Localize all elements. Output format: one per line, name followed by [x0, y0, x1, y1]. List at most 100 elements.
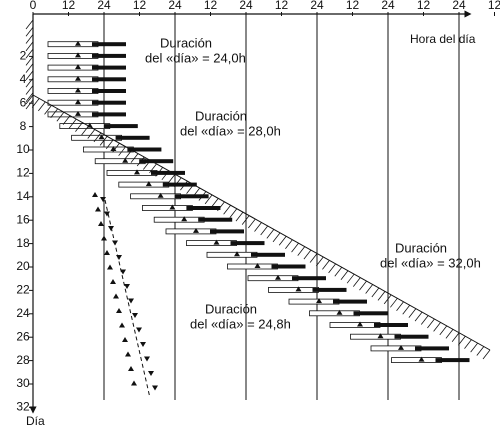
hatch	[482, 349, 491, 360]
annotation: Duración	[205, 301, 257, 316]
marker	[157, 192, 164, 198]
x-tick-label: 12	[488, 0, 500, 12]
active-bar	[174, 194, 209, 199]
y-tick-label: 10	[16, 142, 30, 156]
tri-down	[132, 313, 138, 318]
hatch	[44, 105, 52, 115]
x-axis-label: Hora del día	[410, 32, 476, 46]
active-bar	[92, 77, 126, 82]
active-bar	[92, 42, 126, 47]
y-tick-label: 20	[16, 259, 30, 273]
marker	[98, 134, 105, 140]
marker	[122, 157, 129, 163]
active-bar	[139, 159, 174, 164]
x-tick-label: 12	[417, 0, 431, 12]
marker	[75, 40, 81, 46]
annotation: Duración	[395, 240, 447, 255]
hatch	[99, 136, 108, 146]
y-tick-label: 24	[16, 306, 30, 320]
tri-down	[116, 255, 122, 260]
hatch	[402, 304, 411, 315]
hatch	[112, 142, 120, 153]
y-tick-label: 14	[16, 189, 30, 203]
y-tick-label: 6	[20, 95, 27, 109]
active-bar	[210, 229, 244, 234]
y-tick-label: 30	[16, 376, 30, 390]
hatch	[420, 315, 429, 325]
marker	[254, 263, 261, 268]
hatch	[25, 34, 34, 44]
hatch	[68, 118, 77, 129]
hatch	[427, 318, 435, 329]
rest-bar	[329, 322, 381, 328]
active-bar	[230, 241, 265, 246]
hatch	[25, 77, 34, 88]
hatch	[25, 92, 34, 102]
marker	[418, 356, 425, 362]
active-bar	[271, 264, 306, 269]
tri-up	[116, 308, 122, 313]
hatch	[346, 273, 355, 284]
hatch	[414, 311, 423, 322]
active-bar	[374, 323, 408, 327]
marker	[377, 333, 384, 339]
tri-up	[125, 351, 131, 357]
active-bar	[92, 112, 126, 117]
trend-dashed	[104, 199, 151, 399]
tri-up	[119, 322, 125, 328]
rest-bar	[94, 158, 146, 165]
marker	[234, 251, 240, 257]
marker	[193, 227, 199, 233]
rest-bar	[165, 228, 217, 235]
x-tick-label: 12	[275, 0, 289, 12]
tri-down	[144, 356, 150, 362]
rest-bar	[47, 99, 99, 106]
x-tick-label: 24	[310, 0, 324, 12]
hatch	[322, 260, 330, 270]
y-tick-label: 32	[16, 400, 30, 414]
annotation: del «día» = 32,0h	[380, 255, 481, 270]
active-bar	[162, 182, 197, 187]
hatch	[334, 267, 343, 277]
annotation: del «día» = 24,0h	[145, 50, 246, 65]
marker	[316, 298, 322, 304]
tri-up	[110, 279, 116, 284]
tri-down	[140, 342, 146, 347]
marker	[275, 274, 281, 280]
hatch	[180, 180, 188, 191]
hatch	[130, 153, 139, 163]
hatch	[93, 132, 102, 143]
tri-down	[128, 298, 134, 304]
hatch	[105, 139, 114, 150]
tri-up	[113, 293, 119, 299]
hatch	[303, 249, 312, 260]
hatch	[143, 160, 151, 170]
marker	[75, 110, 81, 116]
tri-up	[98, 221, 104, 226]
hatch	[31, 98, 40, 108]
y-tick-label: 18	[16, 236, 30, 250]
rest-bar	[141, 205, 193, 211]
y-tick-label: 16	[16, 212, 30, 226]
tri-down	[104, 211, 110, 217]
hatch	[161, 170, 170, 181]
hatch	[470, 342, 478, 353]
hatch	[62, 115, 71, 125]
marker	[295, 286, 302, 292]
hatch	[38, 101, 46, 112]
marker	[398, 344, 404, 350]
active-bar	[115, 135, 150, 140]
x-tick-label: 24	[239, 0, 253, 12]
y-tick-label: 2	[20, 49, 27, 63]
hatch	[439, 325, 448, 336]
active-bar	[186, 206, 221, 210]
active-bar	[435, 358, 470, 363]
rest-bar	[47, 64, 99, 71]
hatch	[248, 218, 256, 229]
rest-bar	[47, 53, 99, 59]
x-tick-label: 12	[204, 0, 218, 12]
rest-bar	[130, 193, 182, 200]
hatch	[25, 63, 34, 73]
rest-bar	[47, 76, 99, 83]
